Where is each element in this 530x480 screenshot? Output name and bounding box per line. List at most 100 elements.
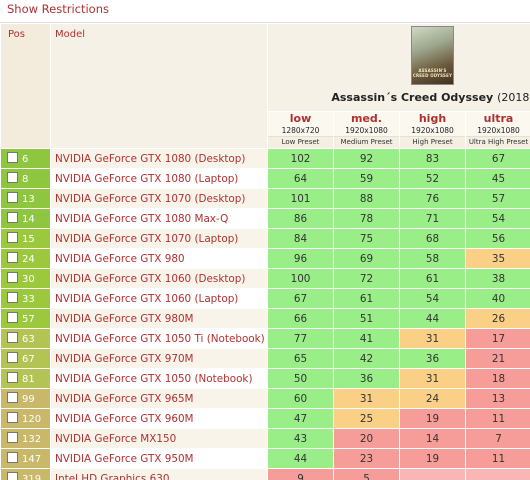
table-row: 67 NVIDIA GeForce GTX 970M 65 42 36 21 [0,348,530,369]
fps-cell: 21 [465,348,530,369]
preset-header-2[interactable]: high 1920x1080 High Preset [399,111,466,149]
pos-cell: 13 [0,188,51,209]
fps-cell: 65 [267,348,334,369]
model-link[interactable]: NVIDIA GeForce GTX 1070 (Laptop) [50,228,268,249]
compare-checkbox[interactable] [7,272,18,283]
fps-cell [399,468,466,480]
model-link[interactable]: NVIDIA GeForce GTX 980 [50,248,268,269]
fps-cell: 17 [465,328,530,349]
model-link[interactable]: NVIDIA GeForce GTX 1070 (Desktop) [50,188,268,209]
compare-checkbox[interactable] [7,332,18,343]
compare-checkbox[interactable] [7,212,18,223]
table-row: 15 NVIDIA GeForce GTX 1070 (Laptop) 84 75 68… [0,228,530,249]
pos-cell: 63 [0,328,51,349]
compare-checkbox[interactable] [7,352,18,363]
model-link[interactable]: NVIDIA GeForce GTX 1060 (Desktop) [50,268,268,289]
model-link[interactable]: NVIDIA GeForce MX150 [50,428,268,449]
fps-cell: 92 [333,148,400,169]
pos-cell: 67 [0,348,51,369]
compare-checkbox[interactable] [7,392,18,403]
preset-header-1[interactable]: med. 1920x1080 Medium Preset [333,111,400,149]
fps-cell: 11 [465,448,530,469]
compare-checkbox[interactable] [7,312,18,323]
compare-checkbox[interactable] [7,472,18,480]
table-row: 63 NVIDIA GeForce GTX 1050 Ti (Notebook) 7… [0,328,530,349]
preset-header-0[interactable]: low 1280x720 Low Preset [267,111,334,149]
show-restrictions-link[interactable]: Show Restrictions [0,0,530,23]
pos-cell: 120 [0,408,51,429]
fps-cell: 52 [399,168,466,189]
fps-cell: 38 [465,268,530,289]
model-link[interactable]: NVIDIA GeForce GTX 1050 (Notebook) [50,368,268,389]
compare-checkbox[interactable] [7,172,18,183]
pos-value: 67 [22,354,35,365]
table-row: 13 NVIDIA GeForce GTX 1070 (Desktop) 101 88… [0,188,530,209]
pos-value: 319 [22,474,42,480]
compare-checkbox[interactable] [7,232,18,243]
fps-cell: 20 [333,428,400,449]
model-column-header[interactable]: Model [50,23,268,149]
fps-cell: 11 [465,408,530,429]
fps-cell: 61 [333,288,400,309]
model-link[interactable]: NVIDIA GeForce GTX 1080 Max-Q [50,208,268,229]
pos-value: 15 [22,234,35,245]
preset-label: low [289,112,312,125]
fps-cell: 78 [333,208,400,229]
fps-cell: 101 [267,188,334,209]
pos-cell: 132 [0,428,51,449]
model-link[interactable]: NVIDIA GeForce GTX 960M [50,408,268,429]
preset-resolution: 1920x1080 [345,126,388,135]
pos-value: 30 [22,274,35,285]
compare-checkbox[interactable] [7,412,18,423]
pos-cell: 81 [0,368,51,389]
fps-cell: 61 [399,268,466,289]
fps-cell: 44 [267,448,334,469]
model-link[interactable]: NVIDIA GeForce GTX 980M [50,308,268,329]
compare-checkbox[interactable] [7,192,18,203]
preset-name: High Preset [400,136,465,148]
model-link[interactable]: Intel HD Graphics 630 [50,468,268,480]
compare-checkbox[interactable] [7,372,18,383]
pos-value: 81 [22,374,35,385]
fps-cell: 26 [465,308,530,329]
pos-value: 6 [22,154,29,165]
table-row: 33 NVIDIA GeForce GTX 1060 (Laptop) 67 61 54… [0,288,530,309]
fps-cell: 5 [333,468,400,480]
pos-column-header[interactable]: Pos [0,23,51,149]
model-link[interactable]: NVIDIA GeForce GTX 1060 (Laptop) [50,288,268,309]
model-link[interactable]: NVIDIA GeForce GTX 970M [50,348,268,369]
fps-cell: 31 [333,388,400,409]
pos-cell: 57 [0,308,51,329]
compare-checkbox[interactable] [7,432,18,443]
benchmark-table: Pos Model ASSASSIN'S CREED ODYSSEY Assas… [0,23,530,480]
fps-cell: 88 [333,188,400,209]
pos-cell: 14 [0,208,51,229]
fps-cell: 60 [267,388,334,409]
pos-cell: 99 [0,388,51,409]
pos-cell: 33 [0,288,51,309]
pos-value: 147 [22,454,42,465]
preset-header-3[interactable]: ultra 1920x1080 Ultra High Preset [465,111,530,149]
preset-name: Low Preset [268,136,333,148]
fps-cell: 71 [399,208,466,229]
preset-name: Ultra High Preset [466,136,530,148]
pos-cell: 8 [0,168,51,189]
compare-checkbox[interactable] [7,452,18,463]
model-link[interactable]: NVIDIA GeForce GTX 1080 (Desktop) [50,148,268,169]
fps-cell: 31 [399,368,466,389]
fps-cell: 44 [399,308,466,329]
fps-cell: 41 [333,328,400,349]
preset-label: med. [351,112,382,125]
game-cover-image[interactable]: ASSASSIN'S CREED ODYSSEY [411,26,454,85]
model-link[interactable]: NVIDIA GeForce GTX 950M [50,448,268,469]
pos-value: 24 [22,254,35,265]
model-link[interactable]: NVIDIA GeForce GTX 1050 Ti (Notebook) [50,328,268,349]
model-link[interactable]: NVIDIA GeForce GTX 1080 (Laptop) [50,168,268,189]
compare-checkbox[interactable] [7,292,18,303]
model-link[interactable]: NVIDIA GeForce GTX 965M [50,388,268,409]
compare-checkbox[interactable] [7,152,18,163]
compare-checkbox[interactable] [7,252,18,263]
fps-cell: 14 [399,428,466,449]
gpu-rows: 6 NVIDIA GeForce GTX 1080 (Desktop) 102 92 8… [0,148,530,480]
